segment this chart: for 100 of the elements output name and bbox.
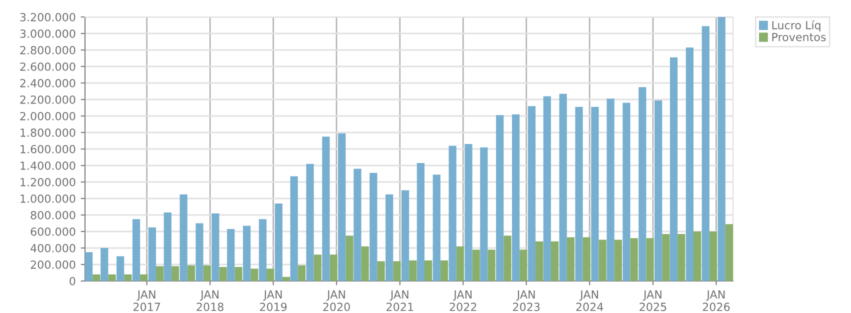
y-tick-label: 200.000 (30, 260, 76, 269)
y-tick-label: 2.200.000 (20, 95, 76, 104)
y-tick-label: 400.000 (30, 244, 76, 252)
bar (598, 240, 606, 281)
bar (472, 250, 480, 281)
y-tick-label: 1.600.000 (20, 144, 76, 154)
y-tick-label: 800.000 (30, 210, 76, 220)
bar (132, 219, 140, 281)
bar (496, 115, 504, 281)
bar (92, 274, 100, 281)
bar (488, 250, 496, 281)
bar (124, 274, 132, 281)
y-tick-label: 3.200.000 (20, 12, 76, 22)
bar (520, 250, 528, 281)
bar (346, 236, 354, 281)
y-tick-label: 2.000.000 (20, 112, 76, 120)
bar (456, 246, 464, 281)
bar (528, 106, 536, 281)
bar (330, 254, 338, 281)
y-tick-label: 2.400.000 (20, 78, 76, 88)
bar (196, 223, 204, 281)
bar (654, 100, 662, 281)
bar (156, 266, 164, 281)
bar (354, 168, 362, 281)
x-tick-label: JAN 2026 (702, 290, 730, 312)
bar (678, 234, 686, 281)
bar (370, 172, 378, 281)
bar (171, 266, 180, 281)
bar (187, 265, 195, 281)
bar (234, 266, 242, 281)
bar (448, 146, 456, 281)
x-tick-label: JAN 2017 (134, 290, 160, 312)
bar (725, 224, 733, 281)
bar (646, 238, 654, 281)
bar (662, 234, 670, 281)
bar (606, 98, 614, 281)
bar (440, 260, 448, 281)
bar (424, 260, 432, 281)
bar (322, 136, 330, 281)
y-tick-label: 3.000.000 (20, 29, 76, 38)
bar (536, 241, 544, 281)
bar (203, 265, 211, 281)
bar (227, 229, 235, 281)
y-tick-label: 2.800.000 (20, 46, 76, 54)
x-tick-label: JAN 2019 (260, 290, 287, 312)
bar (266, 268, 274, 281)
y-tick-label: 2.600.000 (20, 62, 76, 71)
x-tick-label: JAN 2025 (640, 290, 666, 312)
bar (591, 106, 599, 281)
bar (718, 17, 726, 281)
bar (282, 276, 290, 281)
bar (306, 164, 314, 281)
bar (85, 252, 93, 281)
bar (670, 57, 678, 281)
bar (543, 96, 551, 281)
x-tick-label: JAN 2021 (386, 290, 414, 312)
bar (164, 212, 172, 281)
bar (377, 261, 385, 281)
bar (242, 226, 251, 281)
legend-label: Lucro Líq (772, 20, 820, 32)
bar (614, 240, 622, 281)
x-tick-label: JAN 2018 (196, 290, 224, 312)
bar (250, 268, 258, 281)
bar (393, 261, 401, 281)
bar (274, 203, 282, 281)
y-tick-label: 1.400.000 (20, 161, 76, 170)
x-tick-label: JAN 2020 (323, 290, 350, 312)
bar (416, 163, 425, 281)
bar (432, 174, 440, 281)
bar (314, 254, 322, 281)
legend-label: Proventos (772, 32, 826, 42)
y-tick-label: 600.000 (30, 227, 76, 236)
bar (686, 48, 694, 281)
x-tick-label: JAN 2022 (450, 290, 476, 312)
bar (709, 232, 718, 281)
bar (361, 246, 369, 281)
bar (559, 94, 567, 281)
bar (100, 248, 108, 281)
bar (622, 102, 630, 281)
bar (148, 227, 156, 281)
bar (464, 144, 472, 281)
y-tick-label: 0 (70, 276, 76, 286)
bar (180, 194, 188, 281)
x-tick-label: JAN 2024 (576, 290, 604, 312)
bar (702, 26, 710, 281)
x-tick-label: JAN 2023 (513, 290, 540, 312)
y-tick-label: 1.000.000 (20, 194, 76, 203)
bar (566, 237, 575, 281)
y-tick-label: 1.800.000 (20, 128, 76, 137)
bar (338, 133, 346, 281)
bar (298, 265, 306, 281)
bar (630, 238, 638, 281)
bar (116, 256, 124, 281)
bar (140, 274, 148, 281)
bar (409, 260, 417, 281)
bar (108, 274, 116, 281)
bar (401, 190, 410, 281)
bar (219, 266, 227, 281)
bar (212, 213, 220, 281)
bar (512, 114, 520, 281)
